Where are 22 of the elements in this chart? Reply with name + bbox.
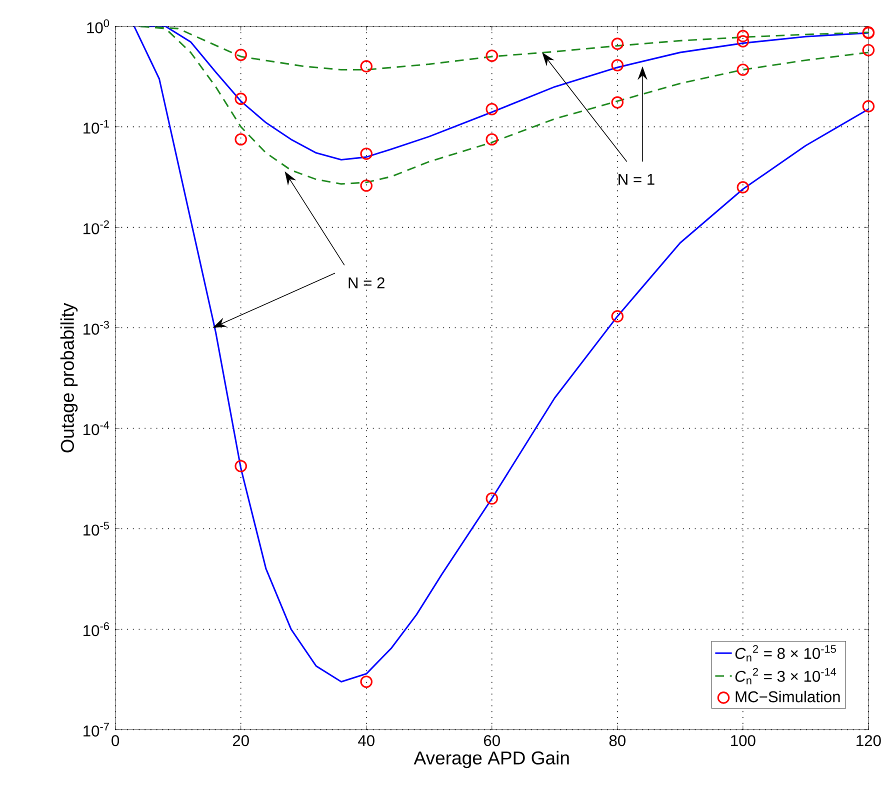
annotation: N = 2 xyxy=(348,277,384,288)
y-tick-label: 10$^{-3}$ xyxy=(84,320,109,335)
legend-label: MC−Simulation xyxy=(736,690,840,702)
x-tick-label: 0 xyxy=(112,735,120,746)
y-tick-label: 10$^{0}$ xyxy=(87,19,110,34)
legend-label: C$_{n}$$^{2}$ = 3 × 10$^{-14}$ xyxy=(735,668,836,684)
x-tick-label: 80 xyxy=(609,735,626,746)
y-tick-label: 10$^{-1}$ xyxy=(84,120,109,134)
x-tick-label: 20 xyxy=(232,735,249,746)
y-tick-label: 10$^{-6}$ xyxy=(84,622,109,636)
y-tick-label: 10$^{-7}$ xyxy=(84,722,109,737)
legend-label: C$_{n}$$^{2}$ = 8 × 10$^{-15}$ xyxy=(735,645,836,662)
y-tick-label: 10$^{-4}$ xyxy=(84,421,110,436)
x-tick-label: 100 xyxy=(731,735,756,746)
y-axis-title: Outage probability xyxy=(60,302,78,452)
annotation: N = 1 xyxy=(618,174,654,185)
x-tick-label: 40 xyxy=(358,735,374,746)
y-tick-label: 10$^{-2}$ xyxy=(84,220,109,234)
x-tick-label: 120 xyxy=(856,735,881,746)
y-tick-label: 10$^{-5}$ xyxy=(84,522,109,536)
x-axis-title: Average APD Gain xyxy=(414,750,569,768)
x-tick-label: 60 xyxy=(484,735,500,746)
